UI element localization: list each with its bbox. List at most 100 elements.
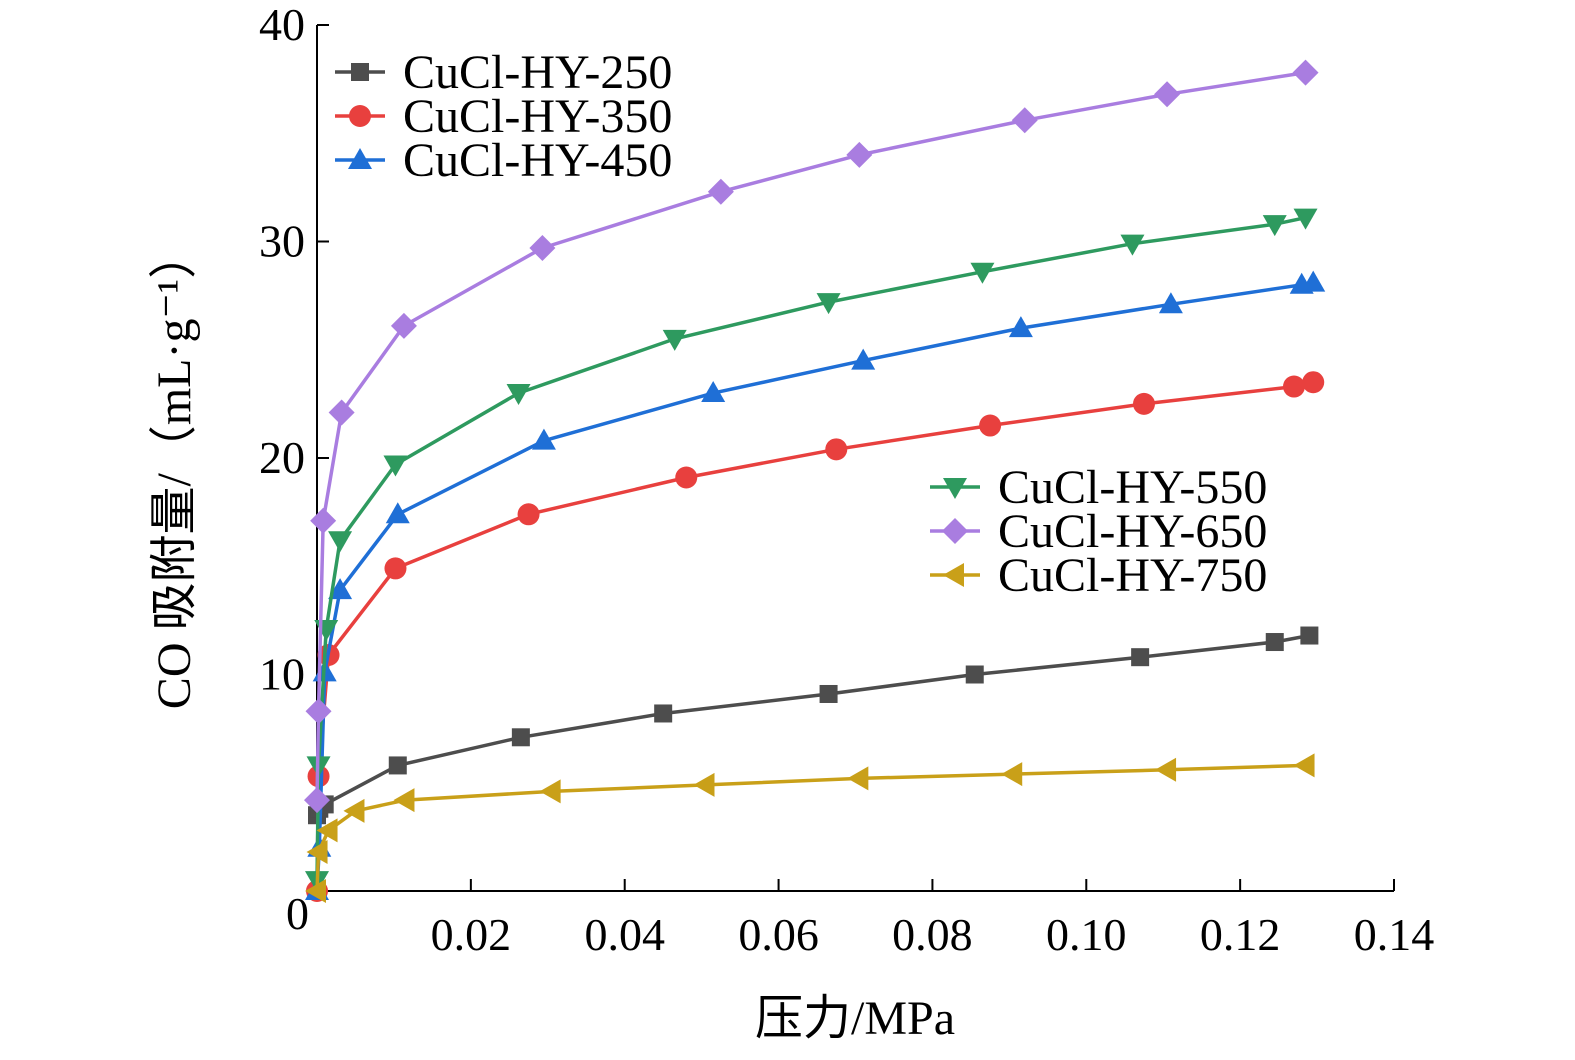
series-line (315, 215, 1306, 881)
legend-label: CuCl-HY-450 (403, 134, 672, 187)
data-point (385, 502, 410, 524)
data-point (316, 818, 338, 843)
legend-item: CuCl-HY-250 (335, 46, 672, 99)
data-point (1282, 375, 1305, 398)
data-point (1301, 270, 1326, 292)
x-tick-label: 0.14 (1354, 909, 1435, 960)
legend-label: CuCl-HY-750 (998, 549, 1267, 602)
data-point (701, 381, 726, 403)
legend-item: CuCl-HY-450 (335, 134, 672, 187)
legend-marker (349, 105, 371, 127)
x-tick-label: 0.10 (1046, 909, 1127, 960)
data-point (693, 772, 715, 797)
series-cucl-hy-650 (304, 59, 1319, 814)
x-axis-label: 压力/MPa (755, 992, 955, 1045)
data-point (654, 704, 673, 723)
legend-marker (943, 478, 967, 499)
series-cucl-hy-250 (308, 626, 1319, 825)
data-point (343, 798, 365, 823)
data-point (1008, 316, 1033, 338)
y-axis-label: CO 吸附量/（mL·g⁻¹） (148, 231, 201, 709)
data-point (1154, 81, 1181, 108)
series-cucl-hy-350 (306, 371, 1325, 902)
data-point (529, 234, 556, 261)
data-point (970, 262, 995, 284)
series-line (315, 763, 1306, 892)
legend-label: CuCl-HY-350 (403, 90, 672, 143)
data-point (539, 779, 561, 804)
legend-marker (943, 563, 964, 587)
data-point (306, 840, 328, 865)
data-point (1132, 392, 1155, 415)
legend-label: CuCl-HY-550 (998, 461, 1267, 514)
data-point (304, 787, 330, 814)
legend-item: CuCl-HY-350 (335, 90, 672, 143)
x-tick-label: 0.04 (584, 909, 665, 960)
legend-marker (348, 148, 372, 169)
y-tick-label: 30 (259, 216, 305, 267)
data-point (328, 578, 353, 600)
x-tick-label: 0.08 (892, 909, 973, 960)
series-line (315, 633, 1310, 816)
x-tick-label: 0.06 (738, 909, 819, 960)
data-point (1155, 757, 1177, 782)
data-point (517, 503, 540, 526)
series-cucl-hy-550 (305, 208, 1318, 893)
legend-item: CuCl-HY-550 (930, 461, 1267, 514)
data-point (846, 141, 873, 168)
y-tick-label: 10 (259, 649, 305, 700)
data-point (1011, 107, 1038, 134)
series-layer (304, 59, 1326, 903)
data-point (506, 384, 531, 406)
data-point (979, 414, 1002, 437)
data-point (1262, 215, 1287, 237)
data-point (1001, 762, 1023, 787)
data-point (707, 178, 734, 205)
x-tick-label: 0.02 (431, 909, 512, 960)
legend-label: CuCl-HY-650 (998, 505, 1267, 558)
data-point (965, 665, 984, 684)
data-point (388, 756, 407, 775)
data-point (1292, 59, 1319, 86)
data-point (1131, 648, 1150, 667)
legend-label: CuCl-HY-250 (403, 46, 672, 99)
x-tick-label: 0.12 (1200, 909, 1281, 960)
data-point (1158, 292, 1183, 314)
legend-item: CuCl-HY-750 (930, 549, 1267, 602)
data-point (328, 531, 353, 553)
legend: CuCl-HY-250CuCl-HY-350CuCl-HY-450CuCl-HY… (335, 46, 1267, 602)
data-point (851, 348, 876, 370)
data-point (1293, 208, 1318, 230)
data-point (1302, 371, 1325, 394)
legend-marker (351, 63, 369, 81)
data-point (819, 684, 838, 703)
data-point (1265, 633, 1284, 652)
data-point (675, 466, 698, 489)
y-tick-label: 40 (259, 0, 305, 50)
data-point (1120, 234, 1145, 256)
data-point (1300, 626, 1319, 645)
data-point (511, 728, 530, 747)
data-point (305, 879, 326, 903)
series-cucl-hy-750 (305, 753, 1315, 903)
data-point (847, 766, 869, 791)
data-point (816, 293, 841, 315)
data-point (531, 428, 556, 450)
series-line (315, 380, 1314, 892)
data-point (393, 788, 415, 813)
data-point (1293, 753, 1315, 778)
data-point (305, 698, 332, 725)
data-point (390, 312, 417, 339)
data-point (825, 438, 848, 461)
y-tick-label: 0 (286, 888, 309, 939)
data-point (328, 399, 355, 426)
data-point (310, 507, 337, 534)
data-point (383, 455, 408, 477)
axes: 0.02 0.04 0.06 0.08 0.10 0.12 0.14 0 10 20 30 40 (259, 0, 1434, 960)
data-point (384, 557, 407, 580)
data-point (662, 329, 687, 351)
y-tick-label: 20 (259, 432, 305, 483)
